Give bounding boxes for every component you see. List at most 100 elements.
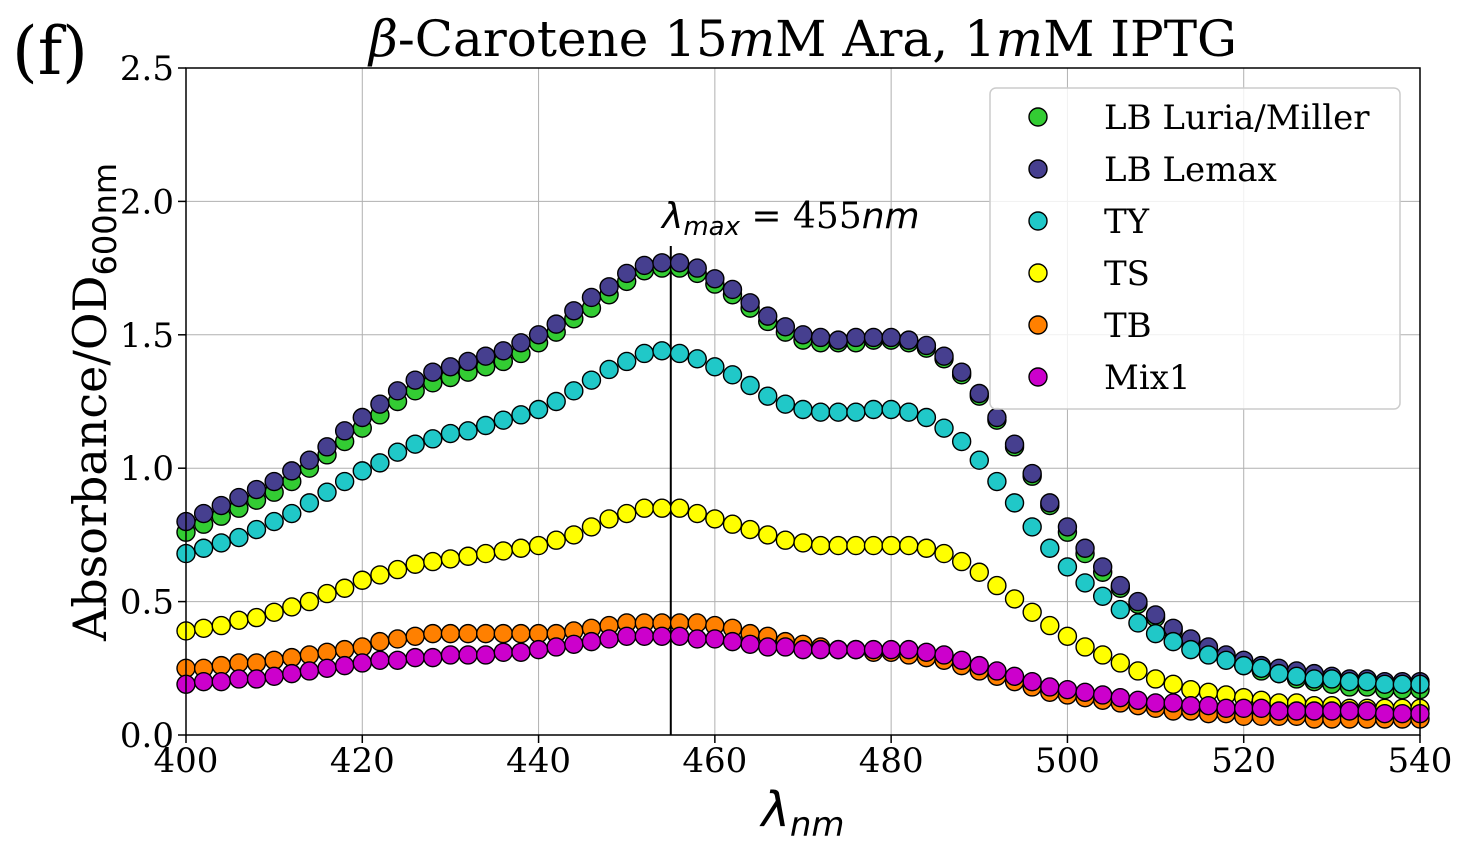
data-point xyxy=(211,533,231,553)
data-point xyxy=(511,623,531,644)
data-point xyxy=(423,551,443,572)
data-point xyxy=(387,442,408,462)
data-point xyxy=(669,253,690,273)
data-point xyxy=(810,402,831,422)
data-point xyxy=(1234,698,1254,719)
data-point xyxy=(229,487,249,508)
data-point xyxy=(246,479,267,500)
data-point xyxy=(423,647,443,668)
data-point xyxy=(934,418,954,438)
data-point xyxy=(846,327,866,348)
data-point xyxy=(969,655,989,676)
data-points xyxy=(176,253,1430,729)
data-point xyxy=(511,405,531,425)
data-point xyxy=(899,402,919,422)
data-point xyxy=(828,535,848,556)
data-point xyxy=(1375,703,1395,724)
data-point xyxy=(1286,666,1307,687)
data-point xyxy=(264,471,284,492)
data-point xyxy=(934,543,954,564)
data-point xyxy=(423,362,443,382)
data-point xyxy=(264,602,284,622)
data-point xyxy=(528,535,549,556)
data-point xyxy=(1322,669,1342,689)
data-point xyxy=(863,327,884,348)
legend-marker xyxy=(1028,367,1048,387)
data-point xyxy=(193,538,214,558)
data-point xyxy=(1110,687,1131,708)
data-point xyxy=(863,535,884,556)
data-point xyxy=(881,535,901,556)
data-point xyxy=(722,365,743,385)
data-point xyxy=(229,610,249,630)
data-point xyxy=(652,341,672,361)
data-point xyxy=(299,450,320,470)
legend-marker xyxy=(1028,211,1048,231)
x-tick-label: 460 xyxy=(682,741,747,781)
data-point xyxy=(1075,637,1095,657)
data-point xyxy=(599,629,619,649)
legend-label: TS xyxy=(1104,254,1150,294)
data-point xyxy=(1057,626,1078,646)
legend-label: TY xyxy=(1104,202,1150,242)
data-point xyxy=(881,399,901,420)
data-point xyxy=(282,503,302,524)
x-tick-label: 420 xyxy=(330,741,395,781)
data-point xyxy=(1092,645,1113,665)
data-point xyxy=(370,650,390,670)
data-point xyxy=(458,546,478,566)
data-point xyxy=(1040,677,1060,697)
legend: LB Luria/Miller LB Lemax TY TS TB Mix1 xyxy=(989,87,1401,410)
data-point xyxy=(1163,693,1183,713)
data-point xyxy=(511,642,531,662)
data-point xyxy=(775,394,796,414)
data-point xyxy=(564,634,584,654)
data-point xyxy=(775,637,796,657)
data-point xyxy=(1040,538,1060,558)
data-point xyxy=(370,394,390,414)
data-point xyxy=(387,629,408,649)
series-ty xyxy=(176,341,1430,695)
data-point xyxy=(1145,693,1166,713)
y-tick-label: 0.5 xyxy=(120,583,174,623)
data-point xyxy=(282,461,302,481)
data-point xyxy=(1110,653,1131,673)
data-point xyxy=(1004,666,1025,687)
data-point xyxy=(916,407,937,428)
data-point xyxy=(705,357,725,377)
data-point xyxy=(1269,701,1289,721)
data-point xyxy=(951,362,972,382)
data-point xyxy=(264,650,284,670)
data-point xyxy=(1198,695,1219,716)
data-point xyxy=(211,615,231,636)
data-point xyxy=(669,498,690,518)
data-point xyxy=(951,650,972,670)
data-point xyxy=(705,269,725,289)
data-point xyxy=(1251,698,1272,719)
data-point xyxy=(387,650,408,670)
data-point xyxy=(669,343,690,364)
data-point xyxy=(528,639,549,660)
x-tick-label: 520 xyxy=(1211,741,1276,781)
x-tick-label: 500 xyxy=(1035,741,1100,781)
data-point xyxy=(334,639,355,660)
data-point xyxy=(458,623,478,644)
data-point xyxy=(511,538,531,558)
data-point xyxy=(387,381,408,401)
data-point xyxy=(546,637,566,657)
data-point xyxy=(793,533,813,553)
data-point xyxy=(916,642,937,662)
data-point xyxy=(687,258,707,278)
data-point xyxy=(1004,493,1025,513)
data-point xyxy=(599,359,619,380)
data-point xyxy=(1022,671,1042,692)
data-point xyxy=(1145,605,1166,625)
data-point xyxy=(317,658,337,678)
data-point xyxy=(282,663,302,684)
data-point xyxy=(370,565,390,585)
data-point xyxy=(863,399,884,420)
data-point xyxy=(1251,658,1272,678)
data-point xyxy=(740,519,760,540)
data-point xyxy=(1092,586,1113,606)
data-point xyxy=(916,538,937,558)
